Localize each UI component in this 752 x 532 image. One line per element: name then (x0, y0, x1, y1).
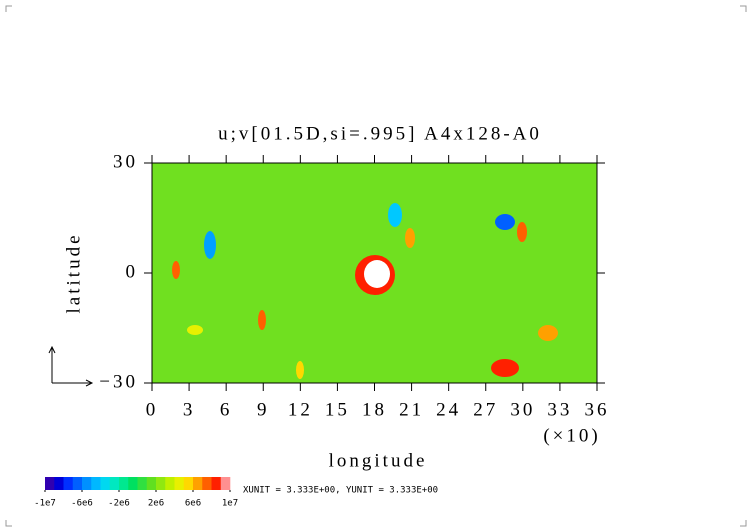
y-tick-label: −30 (99, 371, 138, 392)
colorbar-bin (183, 477, 194, 490)
x-tick-label: 18 (362, 399, 387, 420)
colorbar-bin (128, 477, 138, 490)
colorbar-bin (202, 477, 212, 490)
colorbar-bin (146, 477, 157, 490)
colorbar-label: 1e7 (222, 499, 238, 509)
colorbar-bin (54, 477, 64, 490)
x-tick-label: 6 (220, 399, 233, 420)
colorbar-bin (119, 477, 129, 490)
corner-marks (5, 5, 747, 527)
x-tick-label: 3 (183, 399, 196, 420)
colorbar-bin (165, 477, 175, 490)
x-tick-label: 9 (257, 399, 270, 420)
x-tick-label: 27 (473, 399, 498, 420)
y-tick-label: 0 (126, 261, 139, 282)
colorbar-bin (91, 477, 101, 490)
x-tick-label: 33 (547, 399, 572, 420)
colorbar-label: -2e6 (108, 499, 130, 509)
colorbar-label: -6e6 (71, 499, 93, 509)
x-tick-label: 21 (399, 399, 424, 420)
x-tick-label: 12 (288, 399, 313, 420)
colorbar-bin (211, 477, 222, 490)
colorbar-bin (100, 477, 111, 490)
colorbar-bin (156, 477, 166, 490)
unit-note: XUNIT = 3.333E+00, YUNIT = 3.333E+00 (243, 486, 438, 496)
x-tick-label: 24 (436, 399, 461, 420)
colorbar-bin (193, 477, 203, 490)
x-tick-label: 15 (325, 399, 350, 420)
colorbar-label: 6e6 (185, 499, 201, 509)
colorbar-bin (63, 477, 74, 490)
y-axis-label: latitude (63, 233, 84, 314)
colorbar-bin (82, 477, 92, 490)
x-tick-label: 30 (510, 399, 535, 420)
x-tick-label: 36 (585, 399, 610, 420)
colorbar-bin (72, 477, 83, 490)
colorbar-bin (45, 477, 55, 490)
colorbar-label: 2e6 (148, 499, 164, 509)
colorbar-bin (109, 477, 120, 490)
x-multiplier: (×10) (543, 425, 600, 446)
colorbar-bin (220, 477, 231, 490)
colorbar-label: -1e7 (34, 499, 56, 509)
x-axis-label: longitude (329, 450, 428, 471)
y-tick-label: 30 (113, 151, 138, 172)
colorbar-bin (137, 477, 148, 490)
x-tick-label: 0 (146, 399, 159, 420)
reference-vector (48, 345, 94, 387)
colorbar-bin (174, 477, 185, 490)
chart-title: u;v[01.5D,si=.995] A4x128-A0 (218, 123, 542, 144)
field (152, 163, 597, 383)
